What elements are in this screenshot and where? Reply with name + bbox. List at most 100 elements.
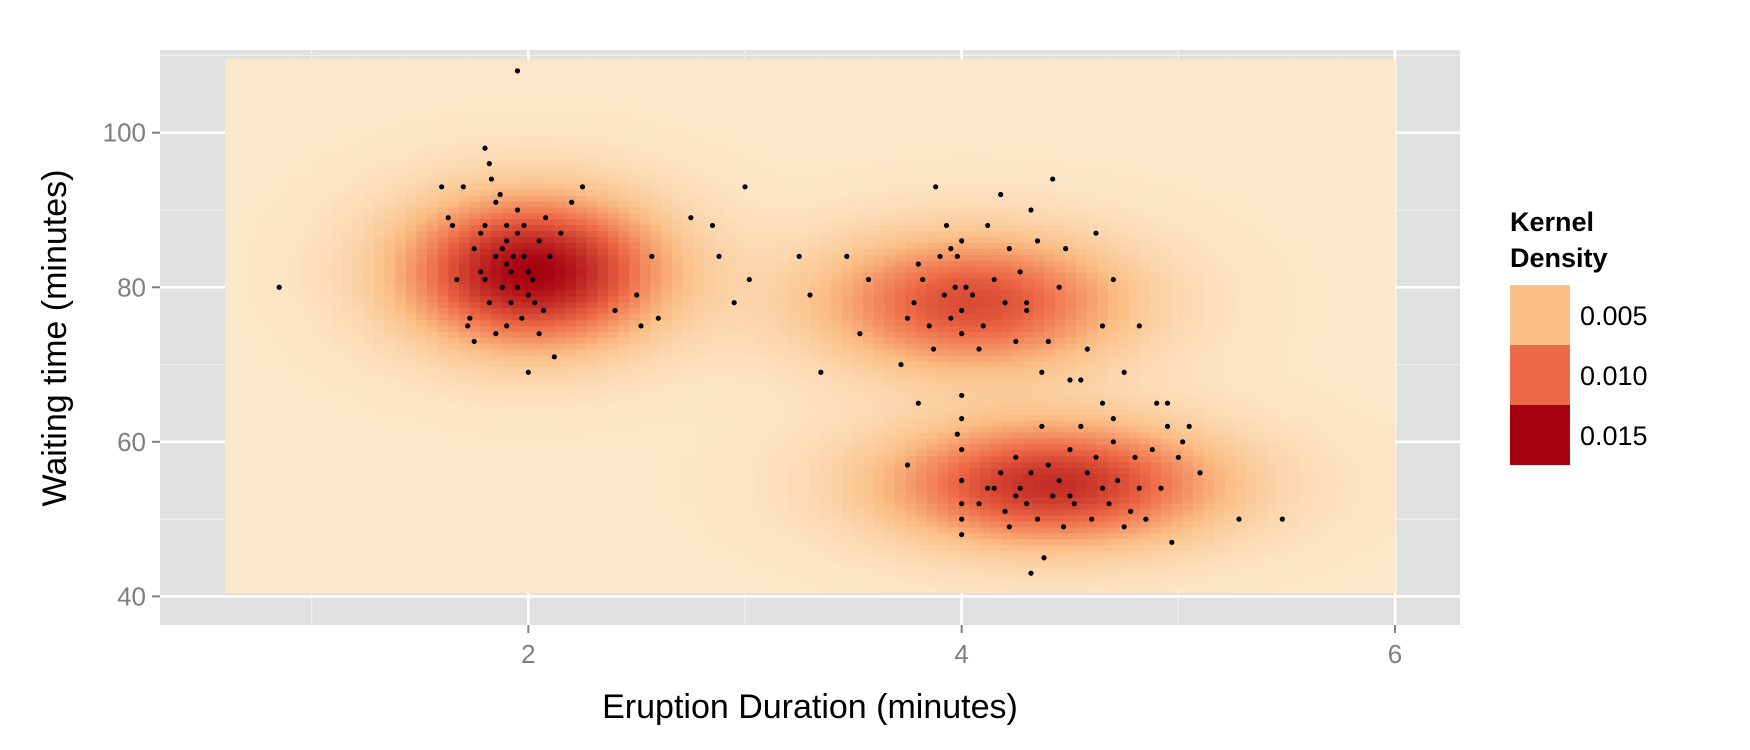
density-cell: [278, 485, 290, 493]
density-cell: [810, 213, 822, 220]
density-cell: [703, 373, 715, 380]
density-cell: [395, 474, 407, 481]
density-cell: [565, 497, 577, 505]
density-cell: [363, 165, 375, 173]
density-cell: [469, 106, 481, 114]
density-cell: [480, 94, 492, 102]
density-cell: [650, 349, 662, 357]
density-cell: [565, 349, 577, 357]
density-cell: [788, 562, 800, 570]
density-cell: [788, 148, 800, 155]
density-cell: [767, 503, 779, 511]
density-cell: [650, 231, 662, 238]
density-cell: [799, 533, 811, 540]
density-cell: [746, 361, 758, 368]
density-cell: [629, 503, 641, 511]
density-cell: [533, 201, 545, 209]
density-cell: [427, 171, 439, 179]
density-cell: [480, 574, 492, 582]
density-cell: [352, 248, 364, 256]
density-cell: [597, 136, 609, 143]
density-cell: [778, 385, 790, 392]
density-cell: [799, 325, 811, 333]
density-cell: [427, 349, 439, 357]
density-cell: [735, 533, 747, 540]
density-cell: [565, 438, 577, 446]
density-cell: [735, 337, 747, 345]
density-cell: [342, 154, 354, 161]
density-cell: [639, 468, 652, 475]
density-cell: [735, 189, 747, 197]
density-cell: [437, 414, 449, 422]
density-cell: [320, 474, 332, 481]
density-cell: [671, 94, 683, 102]
density-cell: [235, 450, 247, 457]
density-cell: [501, 189, 513, 197]
density-cell: [416, 438, 428, 446]
density-cell: [235, 479, 247, 487]
density-cell: [714, 426, 726, 434]
density-cell: [278, 201, 290, 209]
density-cell: [299, 331, 311, 339]
density-cell: [703, 302, 715, 309]
density-cell: [384, 408, 396, 416]
density-cell: [405, 100, 418, 108]
density-cell: [554, 171, 566, 179]
density-cell: [597, 219, 609, 226]
density-cell: [746, 302, 758, 309]
density-cell: [490, 485, 503, 493]
density-cell: [405, 302, 418, 309]
density-cell: [639, 219, 652, 226]
density-cell: [756, 189, 769, 197]
density-cell: [597, 551, 609, 558]
density-cell: [576, 349, 588, 357]
density-cell: [225, 361, 237, 368]
density-cell: [533, 284, 545, 291]
density-cell: [310, 319, 322, 327]
density-cell: [607, 432, 620, 440]
density-cell: [278, 367, 290, 374]
density-cell: [405, 248, 418, 256]
density-cell: [799, 444, 811, 451]
density-cell: [246, 278, 258, 286]
density-cell: [363, 497, 375, 505]
density-cell: [331, 414, 343, 422]
density-cell: [448, 148, 460, 155]
density-cell: [363, 106, 375, 114]
density-cell: [778, 165, 790, 173]
density-cell: [437, 331, 449, 339]
density-cell: [490, 533, 503, 540]
density-cell: [288, 71, 301, 78]
density-cell: [778, 219, 790, 226]
density-cell: [607, 266, 620, 274]
density-cell: [267, 521, 279, 528]
density-cell: [331, 177, 343, 185]
density-cell: [225, 331, 237, 339]
density-cell: [225, 468, 237, 475]
density-cell: [373, 94, 386, 102]
density-cell: [607, 213, 620, 220]
density-cell: [278, 379, 290, 386]
density-cell: [671, 160, 683, 167]
density-cell: [735, 545, 747, 552]
density-cell: [384, 545, 396, 552]
density-cell: [363, 562, 375, 570]
density-cell: [225, 485, 237, 493]
density-cell: [246, 94, 258, 102]
density-cell: [671, 278, 683, 286]
density-cell: [703, 515, 715, 523]
density-cell: [544, 231, 556, 238]
density-cell: [299, 408, 311, 416]
density-cell: [512, 242, 524, 250]
density-cell: [363, 88, 375, 96]
density-cell: [544, 331, 556, 339]
density-cell: [522, 130, 535, 137]
density-cell: [352, 468, 364, 475]
density-cell: [331, 148, 343, 155]
density-cell: [235, 296, 247, 303]
density-cell: [661, 574, 673, 582]
density-cell: [384, 533, 396, 540]
density-cell: [437, 124, 449, 131]
density-cell: [693, 521, 705, 528]
density-cell: [288, 367, 301, 374]
